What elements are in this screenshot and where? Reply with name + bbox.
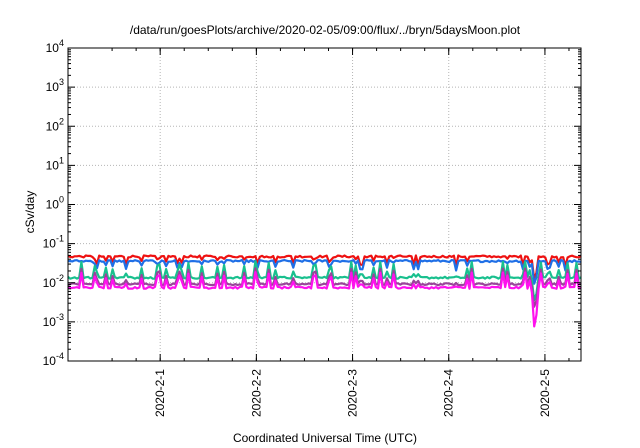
x-tick-label: 2020-2-3: [346, 369, 360, 417]
series-line-4: [67, 267, 582, 308]
series-line-1: [67, 254, 582, 281]
series-line-5: [67, 271, 582, 328]
x-tick-labels: 2020-2-1 2020-2-2 2020-2-3 2020-2-4 2020-2-5: [153, 369, 552, 417]
x-tick-label: 2020-2-5: [538, 369, 552, 417]
y-tick-label: 10-1: [43, 234, 64, 251]
chart-title: /data/run/goesPlots/archive/2020-02-05/0…: [130, 23, 521, 37]
y-tick-label: 10-4: [43, 351, 64, 368]
x-tick-label: 2020-2-1: [153, 369, 167, 417]
series-line-3: [67, 260, 582, 302]
y-tick-label: 103: [46, 77, 64, 94]
x-tick-label: 2020-2-2: [249, 369, 263, 417]
y-tick-label: 101: [46, 155, 64, 172]
axis-ticks: [68, 47, 581, 362]
grid-lines: [68, 48, 581, 361]
series-layer: [67, 254, 582, 328]
y-tick-label: 104: [46, 38, 64, 55]
y-tick-label: 10-2: [43, 273, 64, 290]
y-axis-label: cSv/day: [23, 191, 37, 234]
y-tick-label: 102: [46, 116, 64, 133]
y-tick-label: 10-3: [43, 312, 64, 329]
x-tick-label: 2020-2-4: [442, 369, 456, 417]
x-axis-label: Coordinated Universal Time (UTC): [233, 431, 417, 445]
y-tick-labels: 10-4 10-3 10-2 10-1 100 101 102 103 104: [43, 38, 64, 368]
series-line-2: [68, 258, 582, 285]
y-tick-label: 100: [46, 195, 64, 212]
